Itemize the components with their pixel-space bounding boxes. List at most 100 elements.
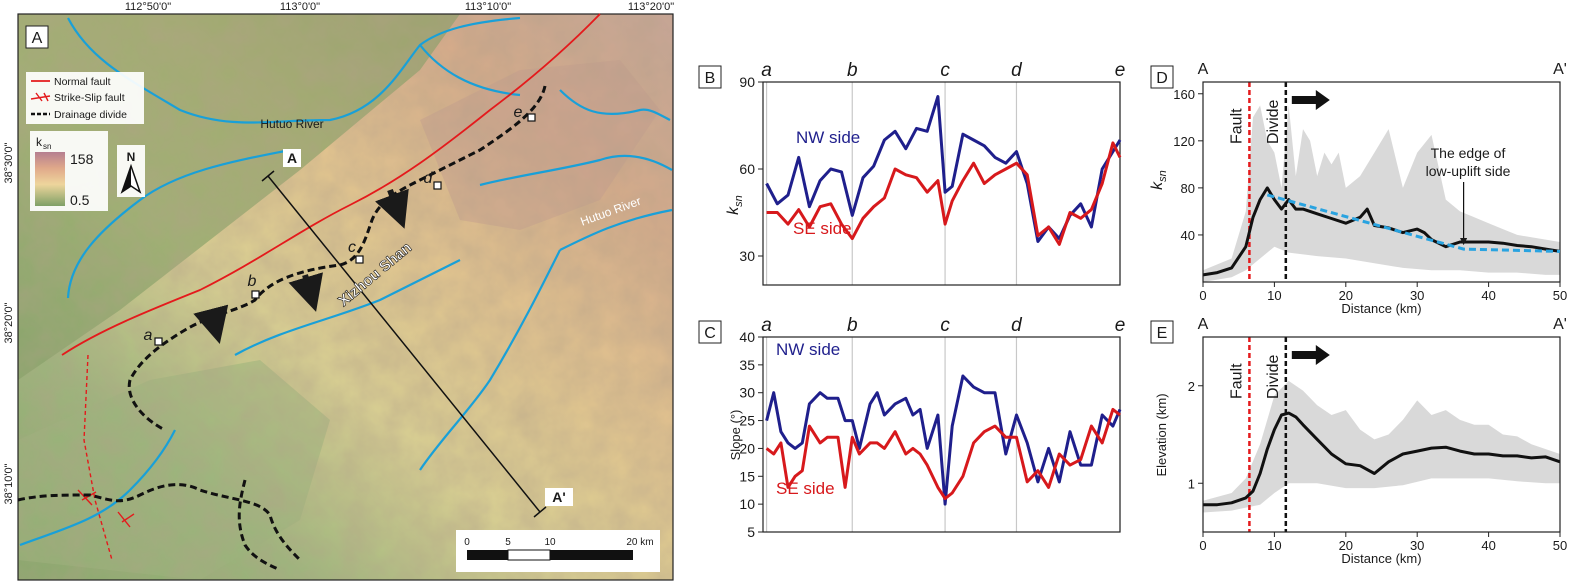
elevation-profile-chart: E A A' Fault Divide 0 10 20 30 40 50 1 2 Distance (k… <box>1150 316 1567 566</box>
river <box>234 259 461 356</box>
rivers <box>19 16 673 547</box>
divide-point-marker <box>433 181 442 190</box>
lon-tick: 113°10'0" <box>465 1 511 13</box>
se-side-line <box>765 407 1121 501</box>
migration-arrow-icon <box>1291 345 1330 365</box>
slope-along-divide-chart: C a b c d e 5 10 15 20 25 30 35 40 Slope (°) NW side SE… <box>698 315 1126 540</box>
y-tick-label: 5 <box>747 524 755 540</box>
y-tick-label: 2 <box>1188 379 1195 394</box>
panel-label-box <box>25 25 49 49</box>
y-tick-label: 20 <box>739 440 755 456</box>
divide-point-label: d <box>1011 60 1023 81</box>
divide-point-label: b <box>847 315 858 336</box>
x-tick-label: 0 <box>1199 288 1206 303</box>
lat-tick: 38°30'0" <box>3 142 15 183</box>
profile-end-tick <box>533 506 547 518</box>
range-envelope <box>1203 380 1560 513</box>
profile-start-label-bg <box>283 149 301 167</box>
plot-frame <box>1202 81 1561 283</box>
river <box>66 148 291 299</box>
profile-start-label: A <box>287 150 297 166</box>
nw-side-annotation: NW side <box>776 340 840 359</box>
ksn-legend-title: k <box>36 135 43 149</box>
scale-tick: 0 <box>464 537 470 548</box>
divide-branch <box>237 479 281 572</box>
drainage-divide <box>17 85 547 572</box>
fault-label: Fault <box>1228 363 1245 399</box>
scale-segment <box>467 550 508 560</box>
se-side-annotation: SE side <box>776 479 835 498</box>
mean-line <box>1203 411 1561 507</box>
nw-side-line <box>765 374 1122 506</box>
north-label: N <box>127 150 136 164</box>
legend-normal-fault: Normal fault <box>54 76 111 88</box>
panel-label-box <box>1150 65 1174 89</box>
ksn-legend-min: 0.5 <box>70 192 90 208</box>
ksn-legend-sub: sn <box>43 142 51 151</box>
legend-divide: Drainage divide <box>54 109 127 121</box>
divide-points: a b c d e <box>144 104 536 346</box>
normal-fault <box>61 13 601 356</box>
mean-line <box>1202 186 1561 277</box>
ksn-profile-plot-area: A A' Fault Divide 0 10 20 30 40 50 40 80 120 160 Dista… <box>1149 61 1567 316</box>
panel-label-box <box>698 320 722 344</box>
panel-label: E <box>1157 325 1168 342</box>
north-arrow-icon <box>122 166 131 192</box>
divide-point-label: e <box>1115 60 1126 81</box>
y-tick-label: 1 <box>1188 476 1195 491</box>
y-tick-label: 30 <box>739 248 755 264</box>
divide-point-label: a <box>761 315 772 336</box>
divide-point-label: c <box>940 315 950 336</box>
y-tick-label: 30 <box>739 385 755 401</box>
ksn-along-divide-chart: B a b c d e 30 60 90 ksn NW side SE side <box>698 60 1126 286</box>
x-tick-label: 50 <box>1553 288 1567 303</box>
y-axis-label-sub: sn <box>733 195 745 207</box>
se-side-annotation: SE side <box>793 219 852 238</box>
hutuo-river-label: Hutuo River <box>260 117 323 131</box>
profile-end-label: A' <box>1553 316 1567 333</box>
divide-point-marker <box>154 337 163 346</box>
divide-point-label: c <box>940 60 950 81</box>
ksn-profile-chart: D A A' Fault Divide 0 10 20 30 40 50 40 80 120 160 Dis… <box>1149 61 1567 316</box>
y-axis-label: Elevation (km) <box>1154 393 1169 476</box>
x-tick-label: 10 <box>1267 538 1281 553</box>
x-tick-label: 40 <box>1481 288 1495 303</box>
map-panel: 112°50'0" 113°0'0" 113°10'0" 113°20'0" 3… <box>3 1 674 581</box>
river <box>479 154 673 187</box>
y-tick-label: 40 <box>739 329 755 345</box>
panel-label: B <box>705 70 716 87</box>
divide-point-label: d <box>1011 315 1023 336</box>
river <box>419 44 521 97</box>
divide-point-marker <box>527 113 536 122</box>
divide-point-marker <box>251 290 260 299</box>
divide-point-label: c <box>348 239 356 256</box>
x-tick-label: 20 <box>1339 538 1353 553</box>
nw-side-annotation: NW side <box>796 128 860 147</box>
x-tick-label: 20 <box>1339 288 1353 303</box>
lon-tick: 113°0'0" <box>280 1 320 13</box>
river <box>19 429 176 547</box>
divide-point-label: a <box>761 60 772 81</box>
plot-frame <box>762 336 1121 533</box>
y-tick-label: 80 <box>1181 181 1195 196</box>
lon-tick: 113°20'0" <box>628 1 674 13</box>
scale-tick: 5 <box>505 537 511 548</box>
y-axis-label: ksn <box>1149 170 1169 190</box>
profile-end-label-bg <box>545 488 573 506</box>
divide-point-label: e <box>1115 315 1126 336</box>
edge-annotation: low-uplift side <box>1426 163 1511 179</box>
divide-label: Divide <box>1265 354 1282 399</box>
y-tick-label: 35 <box>739 357 755 373</box>
panel-label: D <box>1156 70 1168 87</box>
range-envelope <box>1203 105 1560 282</box>
divide-point-label: b <box>847 60 858 81</box>
se-side-line <box>766 141 1122 246</box>
profile-start-label: A <box>1198 316 1209 333</box>
divide-branch <box>17 483 302 562</box>
scale-tick: 20 km <box>626 537 653 548</box>
legend-strike-slip: Strike-Slip fault <box>54 92 125 104</box>
ksn-legend-max: 158 <box>70 151 94 167</box>
y-tick-label: 60 <box>739 161 755 177</box>
river <box>559 208 673 251</box>
